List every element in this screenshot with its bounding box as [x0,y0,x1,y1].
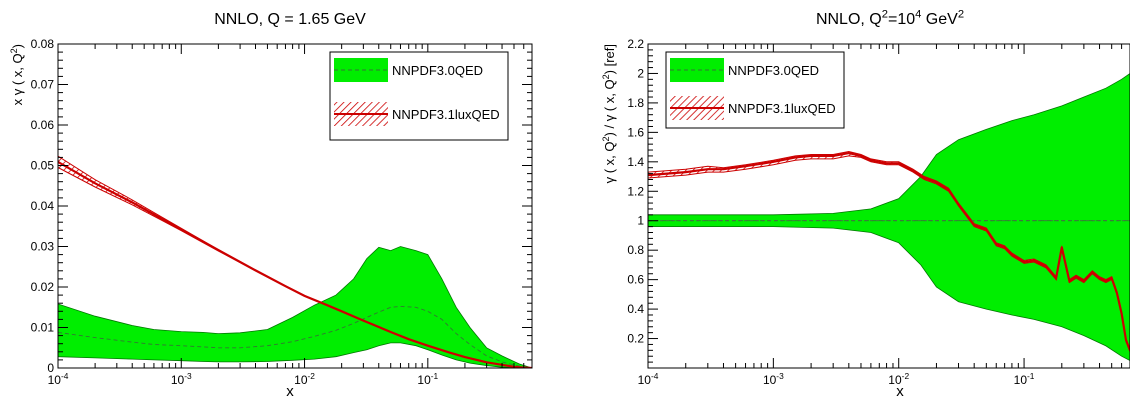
text-part: 4 [915,9,921,21]
legend-label: NNPDF3.1luxQED [728,101,836,116]
y-tick-label: 0.8 [627,243,644,257]
plot-area [58,155,532,368]
x-tick-label: 10-4 [638,371,659,387]
y-tick-label: 2 [637,66,644,80]
x-tick-label: 10-2 [294,371,315,387]
text-part: ) / γ ( x, Q [602,79,617,136]
legend-label: NNPDF3.1luxQED [392,107,500,122]
text-part: -4 [651,371,659,381]
plot-frame [647,43,1130,369]
chart-title: NNLO, Q2=104 GeV2 [816,9,964,28]
text-part: -1 [431,371,439,381]
text-part: 2 [601,136,611,141]
y-tick-label: 2.2 [627,37,644,51]
text-part: GeV [921,11,958,28]
text-part: -2 [902,371,910,381]
y-tick-label: 1.8 [627,96,644,110]
x-tick-label: 10-1 [417,371,438,387]
series-central-nnpdf30qed [58,305,532,368]
text-part: 10 [171,373,185,387]
y-tick-label: 0.03 [31,240,55,254]
text-part: 10 [48,373,62,387]
plot-area [648,73,1130,362]
y-tick-label: 0.01 [31,321,55,335]
x-tick-label: 10-3 [763,371,784,387]
text-part: -3 [776,371,784,381]
y-tick-label: 1.6 [627,125,644,139]
text-part: NNLO, Q [816,11,882,28]
text-part: 10 [1014,373,1028,387]
text-part: 10 [417,373,431,387]
y-tick-label: 0.6 [627,273,644,287]
y-tick-label: 0.4 [627,302,644,316]
text-part: 2 [882,9,888,21]
series-band-nnpdf30qed [648,73,1130,362]
text-part: ) [10,44,25,48]
y-tick-label: 0.2 [627,332,644,346]
text-part: 10 [763,373,777,387]
text-part: ) [ref] [602,44,617,74]
text-part: =10 [888,11,915,28]
y-tick-label: 1.2 [627,184,644,198]
y-tick-label: 0.06 [31,118,55,132]
text-part: 10 [294,373,308,387]
y-axis-label: γ ( x, Q2) / γ ( x, Q2) [ref] [601,44,617,183]
legend-label: NNPDF3.0QED [392,63,483,78]
x-tick-label: 10-4 [48,371,69,387]
text-part: 10 [888,373,902,387]
x-axis-label: x [896,383,904,400]
legend: NNPDF3.0QED NNPDF3.1luxQED [329,51,509,141]
y-tick-label: 0.04 [31,199,55,213]
series-central-nnpdf31luxqed [648,151,1130,351]
series-central-nnpdf31luxqed [58,160,532,368]
x-tick-label: 10-3 [171,371,192,387]
text-part: x γ ( x, Q [10,53,25,105]
y-axis-label: x γ ( x, Q2) [9,44,25,105]
series-band-nnpdf30qed [58,246,532,368]
x-axis-label: x [286,383,294,400]
legend-label: NNPDF3.0QED [728,63,819,78]
y-tick-label: 0.08 [31,37,55,51]
text-part: -1 [1027,371,1035,381]
text-part: -3 [184,371,192,381]
y-tick-label: 0.02 [31,280,55,294]
text-part: -2 [308,371,316,381]
y-tick-label: 1.4 [627,155,644,169]
y-tick-label: 0 [47,361,54,375]
y-tick-label: 0.07 [31,78,55,92]
text-part: γ ( x, Q [602,142,617,184]
y-tick-label: 1 [637,214,644,228]
text-part: 2 [601,74,611,79]
chart-title: NNLO, Q = 1.65 GeV [214,11,366,28]
x-tick-label: 10-1 [1014,371,1035,387]
text-part: 10 [638,373,652,387]
text-part: 2 [9,48,19,53]
text-part: -4 [61,371,69,381]
text-part: 2 [958,9,964,21]
legend: NNPDF3.0QED NNPDF3.1luxQED [665,51,845,129]
x-tick-label: 10-2 [888,371,909,387]
y-tick-label: 0.05 [31,159,55,173]
